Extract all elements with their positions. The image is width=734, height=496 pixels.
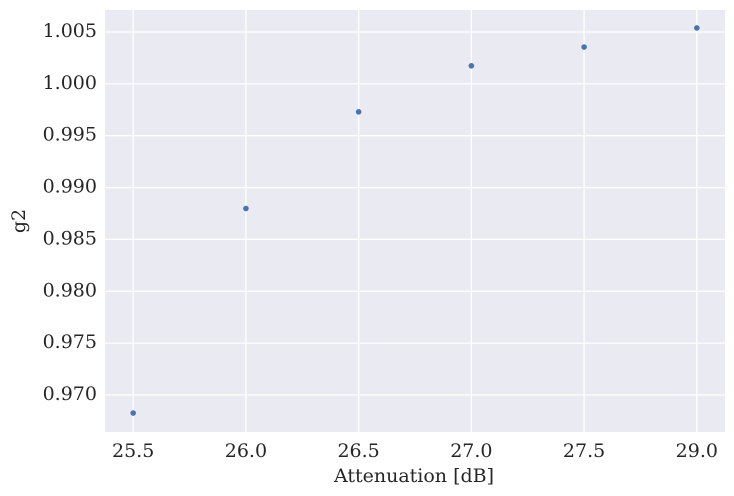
point [581,44,587,50]
point [468,62,475,69]
y-tick-label: 0.985 [43,227,97,249]
point [355,109,362,115]
plot-area [105,10,725,432]
y-tick-label: 1.005 [43,20,97,42]
y-tick-label: 0.995 [43,124,97,146]
y-tick-label: 0.975 [43,331,97,353]
point [130,410,136,416]
x-tick-label: 27.5 [563,440,605,462]
y-tick-label: 1.000 [43,72,97,94]
x-tick-label: 26.5 [337,440,379,462]
x-tick-label: 26.0 [225,440,267,462]
y-tick-label: 0.990 [43,176,97,198]
x-axis-label: Attenuation [dB] [333,465,494,487]
x-tick-label: 25.5 [112,440,154,462]
x-tick-label: 27.0 [450,440,492,462]
y-axis-label: g2 [8,209,30,233]
point [243,205,249,212]
point [694,25,700,31]
y-tick-label: 0.970 [43,383,97,405]
x-tick-label: 29.0 [676,440,718,462]
y-tick-label: 0.980 [43,279,97,301]
